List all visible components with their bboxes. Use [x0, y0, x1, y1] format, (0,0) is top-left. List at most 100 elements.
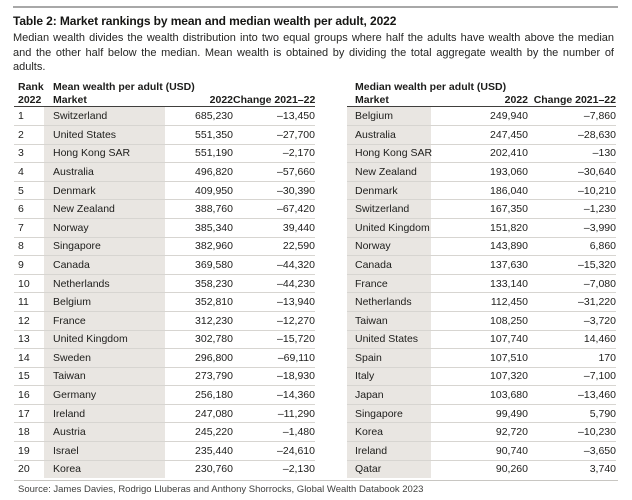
cell-market: Taiwan — [44, 367, 165, 386]
cell-market: Netherlands — [44, 274, 165, 293]
cell-market: Qatar — [347, 460, 431, 479]
cell-rank: 2 — [18, 128, 24, 141]
cell-value: 256,180 — [195, 389, 233, 402]
cell-market: United Kingdom — [44, 330, 165, 349]
cell-rank: 4 — [18, 165, 24, 178]
cell-market: Israel — [44, 442, 165, 460]
cell-value: 249,940 — [490, 110, 528, 123]
cell-rank: 18 — [18, 426, 30, 439]
cell-market: Austria — [44, 423, 165, 442]
cell-value: 143,890 — [490, 240, 528, 253]
cell-rank: 13 — [18, 333, 30, 346]
cell-value: 107,740 — [490, 333, 528, 346]
cell-market: France — [347, 274, 431, 293]
table-row: 1 Switzerland 685,230 –13,450 — [14, 107, 315, 126]
cell-change: –7,860 — [583, 110, 616, 123]
cell-value: 296,800 — [195, 351, 233, 364]
source-note: Source: James Davies, Rodrigo Lluberas a… — [18, 484, 424, 495]
cell-market: Australia — [44, 163, 165, 181]
median-col-change: Change 2021–22 — [533, 94, 616, 107]
cell-market: Ireland — [44, 404, 165, 423]
cell-market: Canada — [347, 256, 431, 274]
cell-market: Switzerland — [44, 107, 165, 125]
median-group-header: Median wealth per adult (USD) — [355, 80, 507, 93]
cell-market: Taiwan — [347, 311, 431, 330]
cell-rank: 3 — [18, 147, 24, 160]
cell-value: 551,190 — [195, 147, 233, 160]
cell-market: Germany — [44, 386, 165, 404]
rank-year-label: 2022 — [18, 94, 42, 107]
cell-market: Sweden — [44, 349, 165, 367]
table-row: 5 Denmark 409,950 –30,390 — [14, 181, 315, 201]
table-row: 9 Canada 369,580 –44,320 — [14, 256, 315, 275]
table-row: 17 Ireland 247,080 –11,290 — [14, 404, 315, 424]
cell-value: 133,140 — [490, 277, 528, 290]
table-row: 14 Sweden 296,800 –69,110 — [14, 349, 315, 368]
cell-market: Denmark — [44, 181, 165, 200]
cell-market: Denmark — [347, 181, 431, 200]
cell-change: –44,230 — [277, 277, 315, 290]
cell-change: –13,460 — [578, 389, 616, 402]
cell-market: Switzerland — [347, 200, 431, 218]
cell-market: United States — [44, 125, 165, 144]
cell-change: –1,230 — [583, 203, 616, 216]
cell-rank: 14 — [18, 351, 30, 364]
cell-value: 273,790 — [195, 370, 233, 383]
table-row: Japan 103,680 –13,460 — [347, 386, 616, 405]
cell-change: –30,390 — [277, 184, 315, 197]
cell-change: –10,230 — [578, 426, 616, 439]
cell-market: Norway — [44, 218, 165, 237]
cell-rank: 1 — [18, 110, 24, 123]
cell-value: 312,230 — [195, 314, 233, 327]
cell-value: 90,740 — [495, 444, 528, 457]
cell-change: –13,940 — [277, 296, 315, 309]
cell-market: Norway — [347, 237, 431, 256]
cell-rank: 7 — [18, 221, 24, 234]
cell-value: 358,230 — [195, 277, 233, 290]
mean-table-body: 1 Switzerland 685,230 –13,450 2 United States… — [14, 107, 315, 479]
table-row: Hong Kong SAR 202,410 –130 — [347, 144, 616, 164]
cell-change: –69,110 — [277, 351, 315, 364]
cell-change: –14,360 — [277, 389, 315, 402]
cell-market: Australia — [347, 125, 431, 144]
cell-rank: 12 — [18, 314, 30, 327]
mean-group-header: Mean wealth per adult (USD) — [53, 80, 195, 93]
cell-value: 230,760 — [195, 463, 233, 476]
cell-value: 245,220 — [195, 426, 233, 439]
cell-market: Hong Kong SAR — [44, 144, 165, 163]
cell-value: 92,720 — [495, 426, 528, 439]
cell-change: –7,080 — [583, 277, 616, 290]
table-row: United Kingdom 151,820 –3,990 — [347, 218, 616, 238]
cell-change: –3,990 — [583, 221, 616, 234]
mean-table-header: Rank Mean wealth per adult (USD) 2022 Ma… — [14, 79, 315, 108]
table-row: 12 France 312,230 –12,270 — [14, 311, 315, 331]
cell-change: –10,210 — [578, 184, 616, 197]
table-row: Singapore 99,490 5,790 — [347, 404, 616, 424]
cell-change: 6,860 — [589, 240, 616, 253]
cell-rank: 19 — [18, 444, 30, 457]
cell-market: United Kingdom — [347, 218, 431, 237]
cell-market: Ireland — [347, 442, 431, 460]
cell-change: –28,630 — [578, 128, 616, 141]
cell-value: 90,260 — [495, 463, 528, 476]
cell-market: Netherlands — [347, 293, 431, 311]
cell-market: Korea — [347, 423, 431, 442]
cell-value: 385,340 — [195, 221, 233, 234]
cell-market: Spain — [347, 349, 431, 367]
table-row: 4 Australia 496,820 –57,660 — [14, 163, 315, 182]
cell-value: 247,080 — [195, 407, 233, 420]
table-row: Netherlands 112,450 –31,220 — [347, 293, 616, 312]
cell-change: –57,660 — [277, 165, 315, 178]
table-row: Ireland 90,740 –3,650 — [347, 442, 616, 461]
table-row: 13 United Kingdom 302,780 –15,720 — [14, 330, 315, 350]
mean-col-market: Market — [53, 94, 87, 107]
median-table-body: Belgium 249,940 –7,860 Australia 247,450 –28,… — [347, 107, 616, 479]
cell-change: 5,790 — [589, 407, 616, 420]
cell-value: 137,630 — [490, 258, 528, 271]
cell-market: France — [44, 311, 165, 330]
cell-value: 235,440 — [195, 444, 233, 457]
cell-value: 107,320 — [490, 370, 528, 383]
cell-market: Korea — [44, 460, 165, 479]
cell-rank: 20 — [18, 463, 30, 476]
cell-change: –2,130 — [282, 463, 315, 476]
